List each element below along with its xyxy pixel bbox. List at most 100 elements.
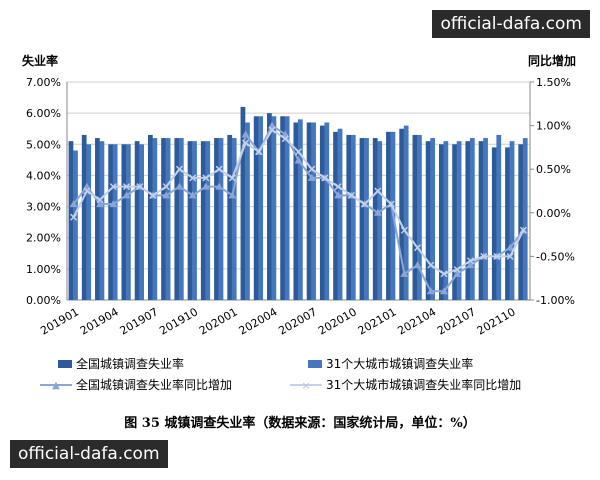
x-marker bbox=[96, 196, 104, 204]
legend-label: 全国城镇调查失业率 bbox=[76, 357, 185, 371]
triangle-marker bbox=[268, 121, 277, 129]
x-marker bbox=[466, 257, 475, 265]
x-marker bbox=[400, 226, 408, 234]
x-tick-label: 201907 bbox=[118, 305, 161, 337]
triangle-marker bbox=[241, 130, 250, 138]
triangle-marker bbox=[453, 269, 462, 277]
x-marker bbox=[255, 148, 263, 156]
bar-31city bbox=[112, 144, 118, 300]
triangle-marker bbox=[426, 287, 435, 295]
x-tick-label: 202107 bbox=[435, 305, 478, 337]
bar-national bbox=[280, 116, 286, 300]
bar-31city bbox=[165, 138, 171, 300]
triangle-marker bbox=[188, 191, 197, 199]
triangle-marker bbox=[466, 261, 475, 269]
bar-national bbox=[399, 128, 405, 300]
x-marker bbox=[321, 174, 329, 182]
bar-national bbox=[465, 141, 471, 300]
bar-31city bbox=[311, 122, 316, 300]
bar-31city bbox=[337, 128, 343, 300]
legend-label: 全国城镇调查失业率同比增加 bbox=[76, 378, 233, 392]
bar-31city bbox=[125, 144, 131, 300]
x-marker bbox=[136, 183, 144, 191]
left-tick-label: 7.00% bbox=[26, 76, 61, 89]
bar-31city bbox=[509, 141, 515, 300]
x-tick-label: 201901 bbox=[38, 305, 81, 337]
x-marker bbox=[334, 183, 342, 191]
bar-national bbox=[161, 138, 166, 300]
bar-national bbox=[68, 141, 74, 300]
triangle-marker bbox=[294, 156, 303, 164]
bar-31city bbox=[218, 138, 224, 300]
triangle-marker bbox=[162, 191, 171, 199]
right-axis-label: 同比增加 bbox=[528, 54, 577, 68]
x-marker bbox=[109, 183, 117, 191]
bar-national bbox=[333, 131, 338, 300]
bar-national bbox=[81, 134, 87, 300]
bar-national bbox=[412, 134, 418, 300]
x-tick-label: 201910 bbox=[157, 305, 200, 337]
triangle-marker bbox=[69, 200, 78, 208]
x-marker bbox=[70, 213, 78, 221]
triangle-marker bbox=[215, 182, 224, 190]
bar-31city bbox=[417, 134, 422, 300]
x-marker bbox=[149, 191, 157, 199]
left-tick-label: 5.00% bbox=[26, 138, 61, 151]
x-marker bbox=[387, 200, 395, 208]
bar-national bbox=[346, 134, 352, 300]
bar-31city bbox=[284, 116, 290, 300]
bar-national bbox=[108, 144, 114, 300]
x-marker bbox=[519, 226, 527, 234]
bar-31city bbox=[258, 116, 264, 300]
bar-national bbox=[359, 138, 365, 300]
bar-national bbox=[134, 141, 140, 300]
bar-31city bbox=[456, 141, 462, 300]
x-marker bbox=[83, 187, 91, 195]
bar-31city bbox=[192, 141, 197, 300]
right-tick-label: -1.00% bbox=[536, 294, 575, 307]
bar-national bbox=[253, 116, 259, 300]
bar-national bbox=[187, 141, 193, 300]
x-marker bbox=[268, 126, 276, 134]
x-marker bbox=[493, 252, 501, 260]
triangle-marker bbox=[201, 182, 210, 190]
x-tick-label: 202010 bbox=[316, 305, 359, 337]
bar-31city bbox=[99, 141, 105, 300]
bar-national bbox=[452, 144, 457, 300]
x-marker bbox=[453, 265, 461, 274]
bar-31city bbox=[430, 138, 436, 300]
triangle-marker bbox=[506, 243, 515, 251]
right-tick-label: 0.00% bbox=[536, 207, 571, 220]
x-marker bbox=[506, 252, 514, 260]
legend-national-yoy: ▲ 全国城镇调查失业率同比增加 bbox=[40, 376, 232, 393]
triangle-marker bbox=[82, 182, 91, 190]
triangle-marker bbox=[373, 208, 382, 216]
x-marker bbox=[347, 191, 355, 199]
x-marker bbox=[242, 139, 250, 147]
bar-national bbox=[319, 125, 325, 300]
bar-31city bbox=[178, 138, 184, 300]
legend-31city-yoy: × 31个大城市城镇调查失业率同比增加 bbox=[290, 376, 521, 393]
bar-31city bbox=[443, 141, 449, 300]
watermark-bottom: official-dafa.com bbox=[10, 440, 168, 468]
bar-31city bbox=[483, 138, 488, 300]
x-tick-label: 202104 bbox=[395, 305, 438, 337]
x-marker bbox=[175, 165, 183, 173]
bar-31city bbox=[86, 144, 92, 300]
right-tick-label: -0.50% bbox=[536, 250, 575, 263]
bar-national bbox=[478, 141, 484, 300]
bar-31city bbox=[364, 138, 369, 300]
watermark-top: official-dafa.com bbox=[432, 10, 590, 38]
x-marker bbox=[122, 183, 131, 191]
bar-national bbox=[267, 113, 272, 301]
x-marker bbox=[215, 165, 223, 173]
bar-national bbox=[518, 144, 524, 300]
x-marker bbox=[308, 165, 316, 173]
left-tick-label: 0.00% bbox=[26, 294, 61, 307]
legend-swatch bbox=[308, 359, 322, 368]
x-marker bbox=[361, 200, 369, 208]
left-tick-label: 2.00% bbox=[26, 232, 61, 245]
x-tick-label: 202001 bbox=[197, 305, 240, 337]
bar-31city bbox=[403, 125, 409, 300]
triangle-marker bbox=[228, 191, 237, 199]
